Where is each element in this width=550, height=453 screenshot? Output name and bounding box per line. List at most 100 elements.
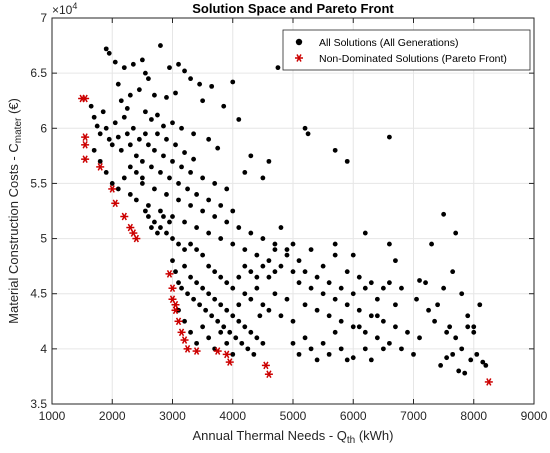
- solution-point: [314, 357, 320, 363]
- solution-point: [423, 280, 428, 286]
- solution-point: [224, 340, 230, 346]
- solution-point: [432, 318, 437, 324]
- y-tick-label: 5: [40, 232, 47, 246]
- solution-point: [368, 357, 374, 363]
- solution-point: [459, 346, 465, 352]
- solution-point: [112, 120, 118, 126]
- solution-point: [118, 147, 124, 153]
- solution-point: [155, 131, 160, 137]
- solution-point: [130, 61, 136, 67]
- solution-point: [133, 153, 139, 159]
- solution-point: [200, 285, 206, 291]
- solution-point: [142, 70, 148, 76]
- pareto-point-stroke: [121, 212, 127, 221]
- pareto-point: [168, 284, 177, 293]
- pareto-point: [222, 350, 231, 359]
- solution-point: [182, 68, 187, 74]
- pareto-point: [180, 336, 189, 344]
- solution-point: [139, 181, 145, 186]
- solution-point: [194, 192, 200, 197]
- solution-point: [97, 131, 103, 137]
- solution-point: [149, 225, 154, 230]
- solution-point: [170, 236, 175, 241]
- solution-point: [146, 76, 151, 82]
- solution-point: [362, 346, 368, 352]
- solution-point: [127, 164, 133, 170]
- solution-point: [206, 335, 212, 341]
- solution-point: [188, 274, 193, 280]
- solution-point: [155, 112, 160, 118]
- pareto-point-stroke: [193, 347, 200, 355]
- solution-point: [429, 241, 434, 247]
- solution-point: [136, 136, 142, 142]
- solution-point: [374, 335, 380, 341]
- solution-point: [296, 258, 302, 264]
- solution-point: [320, 291, 326, 297]
- solution-point: [191, 131, 196, 137]
- solution-point: [426, 307, 431, 313]
- solution-point: [254, 252, 260, 258]
- points-layer: [78, 43, 493, 386]
- solution-point: [260, 236, 266, 241]
- pareto-point-stroke: [133, 234, 139, 243]
- solution-point: [350, 355, 356, 361]
- pareto-point: [225, 358, 234, 366]
- solution-point: [405, 329, 410, 335]
- solution-point: [230, 313, 236, 319]
- solution-point: [106, 136, 112, 142]
- solution-point: [212, 214, 218, 219]
- tick-layer: 1000 2000 3000 4000 5000 6000 7000 8000 9000 3.5 4…: [30, 11, 547, 423]
- solution-point: [149, 164, 154, 170]
- solution-point: [450, 351, 456, 357]
- solution-point: [338, 318, 344, 324]
- solution-point: [302, 302, 308, 308]
- solution-point: [179, 125, 184, 131]
- solution-point: [417, 278, 422, 283]
- y-tick-label: 6.5: [30, 66, 47, 80]
- solution-point: [417, 335, 422, 341]
- solution-point: [215, 318, 221, 324]
- solution-point: [121, 65, 127, 71]
- pareto-point: [261, 361, 270, 370]
- solution-point: [218, 302, 224, 308]
- solution-point: [173, 269, 178, 275]
- solution-point: [278, 225, 284, 230]
- pareto-point: [120, 212, 129, 221]
- solution-point: [308, 346, 314, 352]
- solution-point: [248, 230, 254, 236]
- solution-point: [139, 175, 145, 181]
- y-axis-label-sub: mater: [13, 117, 24, 143]
- y-exponent-label: ×104: [52, 1, 77, 17]
- solution-point: [158, 43, 163, 48]
- solution-point: [206, 291, 212, 297]
- solution-point: [191, 296, 196, 302]
- solution-point: [194, 225, 200, 230]
- solution-point: [212, 269, 218, 275]
- solution-point: [236, 302, 242, 308]
- solution-point: [176, 280, 181, 286]
- solution-point: [115, 134, 121, 140]
- solution-point: [188, 170, 193, 175]
- x-tick-label: 1000: [39, 409, 66, 423]
- solution-point: [326, 313, 332, 319]
- solution-point: [260, 340, 266, 346]
- solution-point: [387, 134, 392, 140]
- solution-point: [320, 340, 326, 346]
- solution-point: [167, 219, 172, 225]
- solution-point: [212, 296, 218, 302]
- solution-point: [215, 145, 221, 151]
- solution-point: [399, 285, 404, 291]
- y-tick-label: 3.5: [30, 397, 47, 411]
- pareto-point-stroke: [82, 94, 88, 103]
- pareto-point-stroke: [266, 370, 272, 379]
- solution-point: [194, 247, 200, 253]
- solution-point: [164, 230, 169, 236]
- pareto-point: [213, 347, 222, 355]
- solution-point: [185, 186, 190, 192]
- solution-point: [236, 274, 242, 280]
- solution-point: [200, 208, 206, 214]
- solution-point: [200, 98, 206, 104]
- solution-point: [374, 313, 380, 319]
- solution-point: [212, 181, 218, 186]
